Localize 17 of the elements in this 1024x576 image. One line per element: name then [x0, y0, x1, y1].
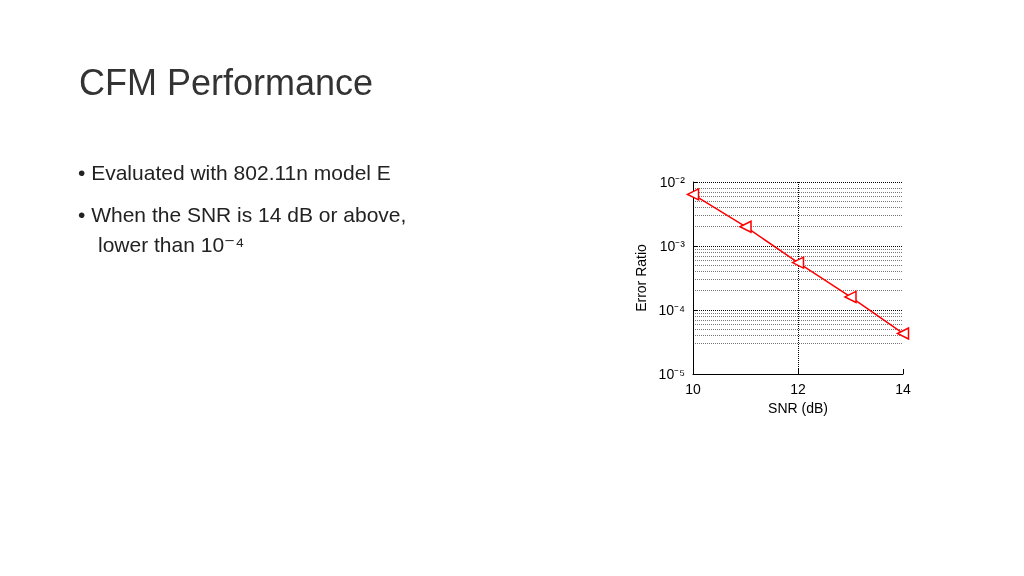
x-axis-title: SNR (dB)	[768, 399, 828, 416]
y-tick-label: 10⁻²	[659, 174, 686, 190]
x-tick-label: 10	[685, 381, 701, 397]
text: • Evaluated with 802.11n model E	[78, 160, 392, 186]
y-tick-label: 10⁻⁵	[658, 366, 685, 382]
text: • When the SNR is 14 dB or above, lower than 10⁻⁴	[78, 202, 408, 258]
y-axis-title: Error Ratio	[632, 243, 649, 312]
text: CFM Performance	[79, 62, 374, 104]
point	[791, 256, 805, 269]
x-tick-label: 12	[790, 381, 806, 397]
y-tick-label: 10⁻⁴	[658, 302, 685, 318]
point	[844, 290, 857, 304]
x-tick-label: 14	[895, 381, 911, 397]
point	[896, 327, 910, 340]
point	[686, 188, 700, 201]
y-tick-label: 10⁻³	[659, 238, 686, 254]
point	[739, 220, 752, 233]
